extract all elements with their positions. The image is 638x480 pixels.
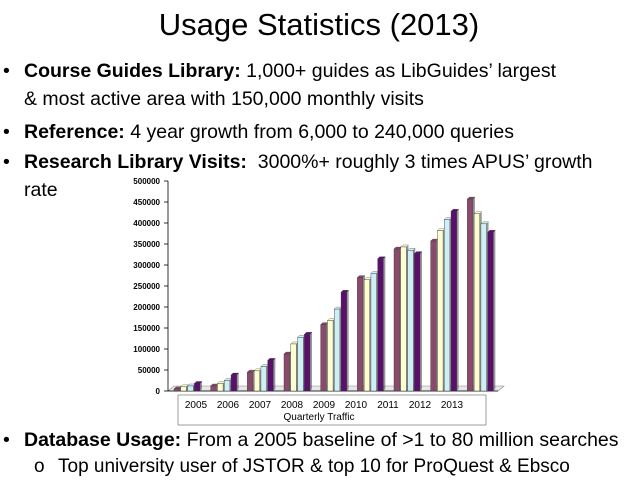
bar-2010-s2 — [370, 273, 377, 392]
bar-side — [310, 332, 312, 391]
quarterly-traffic-chart: 0 50000 100000 150000 200000 250000 300000 3500… — [133, 177, 505, 426]
bar-2009-s2 — [334, 308, 341, 392]
bar-2005-s1 — [180, 386, 187, 392]
bar-2007-s2 — [260, 366, 267, 392]
bar-2006-s1 — [217, 383, 224, 392]
bar-2007-s1 — [253, 370, 260, 392]
bar-2011-s0 — [393, 248, 400, 392]
bar-2012-s3 — [450, 211, 457, 392]
bar-side — [420, 251, 422, 391]
bar-2011-s2 — [407, 250, 414, 392]
bullet-marker: • — [3, 60, 10, 82]
bar-2006-s0 — [210, 385, 217, 392]
bar-2008-s2 — [297, 337, 304, 392]
bar-2012-s1 — [437, 230, 444, 392]
bar-2008-s0 — [283, 353, 290, 392]
bar-2010-s1 — [363, 279, 370, 392]
y-tick-label: 400000 — [133, 219, 160, 228]
y-tick-label: 500000 — [133, 177, 160, 186]
y-tick-label: 100000 — [133, 345, 160, 354]
x-tick-label: 2012 — [409, 400, 432, 411]
bullet-marker: • — [3, 151, 10, 173]
bar-side — [236, 373, 239, 391]
bar-side — [273, 358, 276, 391]
bullet-label: Course Guides Library: — [24, 60, 241, 82]
bar-2010-s0 — [357, 277, 364, 392]
x-tick-label: 2007 — [249, 400, 272, 411]
x-tick-label: 2013 — [441, 400, 464, 411]
bar-2009-s3 — [340, 292, 347, 392]
bar-2005-s3 — [194, 383, 201, 392]
x-tick-label: 2005 — [185, 400, 208, 411]
y-tick-label: 300000 — [133, 261, 160, 270]
bullet-label: Reference: — [24, 121, 125, 143]
bar-2011-s3 — [414, 253, 421, 392]
bullet-text: 1,000+ guides as LibGuides’ largest — [240, 60, 556, 82]
bar-2006-s2 — [224, 380, 231, 392]
x-tick-label: 2011 — [377, 400, 399, 411]
x-tick-label: 2010 — [345, 400, 368, 411]
bullet-text: & most active area with 150,000 monthly … — [24, 88, 424, 110]
bar-2012-s0 — [430, 240, 437, 392]
bar-2005-s0 — [173, 388, 180, 392]
bullet-text: rate — [24, 179, 58, 201]
y-tick-label: 200000 — [133, 303, 160, 312]
x-category-box — [177, 394, 487, 426]
bar-2005-s2 — [187, 385, 194, 392]
bar-2008-s3 — [304, 334, 311, 392]
bullet-label: Research Library Visits: — [24, 151, 247, 173]
subbullet-text: Top university user of JSTOR & top 10 fo… — [58, 456, 570, 477]
x-tick-label: 2009 — [313, 400, 336, 411]
bar-2013-s1 — [473, 213, 480, 392]
bar-side — [383, 256, 386, 391]
bar-2007-s0 — [247, 371, 254, 392]
bar-2009-s0 — [320, 324, 327, 392]
bullet-label: Database Usage: — [24, 429, 182, 451]
y-tick-label: 150000 — [133, 324, 160, 333]
bar-2007-s3 — [267, 360, 274, 392]
y-tick-label: 50000 — [138, 366, 161, 375]
bar-2010-s3 — [377, 258, 384, 392]
bar-side — [346, 290, 349, 391]
subbullet-marker: o — [34, 456, 45, 477]
bar-side — [200, 381, 202, 391]
bar-2013-s3 — [487, 232, 494, 392]
bullet-marker: • — [3, 429, 10, 451]
x-axis-label: Quarterly Traffic — [284, 412, 355, 423]
bullet-marker: • — [3, 121, 10, 143]
bar-2013-s0 — [467, 198, 474, 392]
bar-2009-s1 — [327, 320, 334, 392]
y-tick-label: 450000 — [133, 198, 160, 207]
bullet-text: From a 2005 baseline of >1 to 80 million… — [181, 429, 619, 451]
y-tick-label: 350000 — [133, 240, 160, 249]
y-tick-label: 0 — [156, 387, 161, 396]
bar-side — [456, 209, 459, 391]
bar-side — [493, 230, 496, 391]
bar-2013-s2 — [480, 223, 487, 392]
x-tick-label: 2008 — [281, 400, 304, 411]
bullet-text: 4 year growth from 6,000 to 240,000 quer… — [124, 121, 514, 143]
y-tick-label: 250000 — [133, 282, 160, 291]
bar-2008-s1 — [290, 343, 297, 392]
bar-2012-s2 — [444, 219, 451, 392]
x-tick-label: 2006 — [217, 400, 240, 411]
bar-2006-s3 — [230, 374, 237, 392]
bullet-text: 3000%+ roughly 3 times APUS’ growth — [246, 151, 593, 173]
page-title: Usage Statistics (2013) — [158, 7, 480, 42]
bar-2011-s1 — [400, 246, 407, 392]
